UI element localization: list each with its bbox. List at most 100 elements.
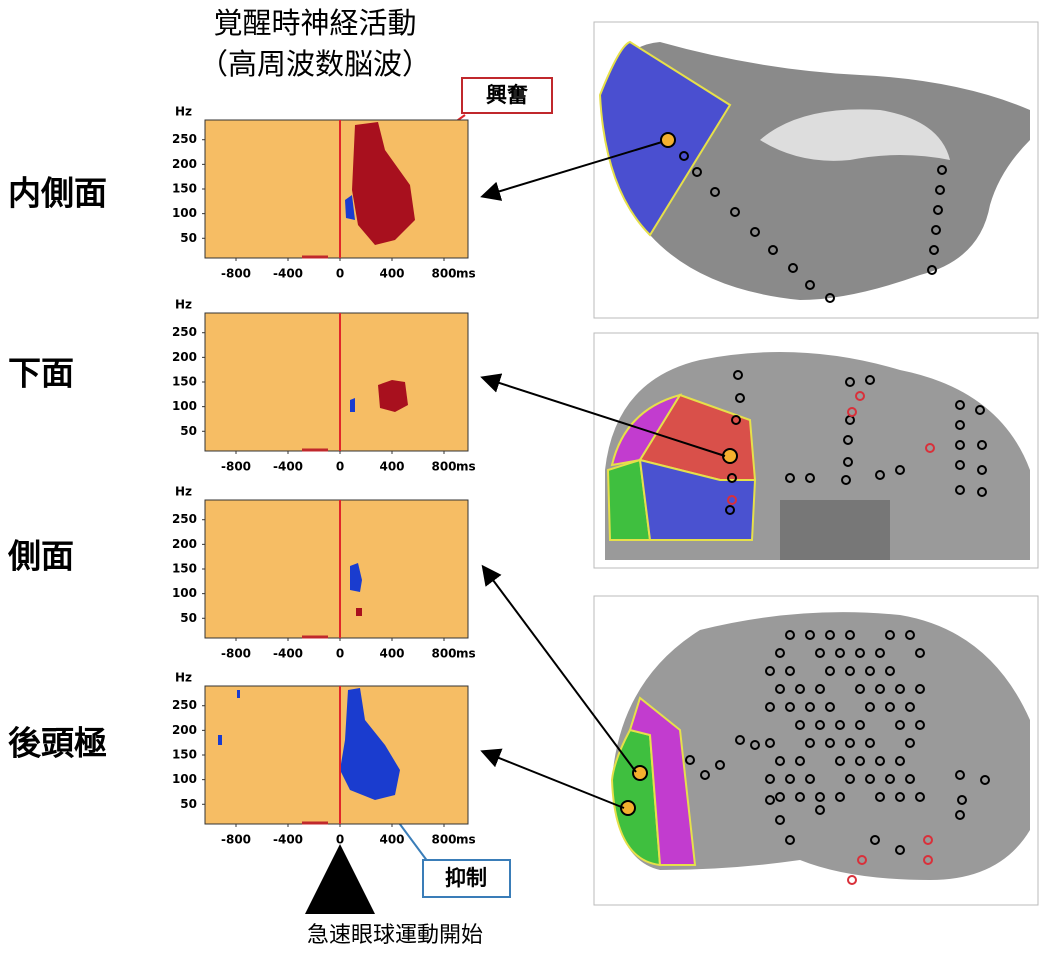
electrode <box>765 795 775 805</box>
y-unit: Hz <box>175 105 192 119</box>
electrode <box>805 473 815 483</box>
electrode <box>845 377 855 387</box>
electrode <box>843 457 853 467</box>
electrode <box>875 792 885 802</box>
x-tick-label: -800 <box>221 647 251 661</box>
activity-blob <box>378 380 408 412</box>
brain-medial <box>593 21 1039 319</box>
y-unit: Hz <box>175 671 192 685</box>
electrode <box>685 755 695 765</box>
electrode <box>727 473 737 483</box>
annotation-box <box>461 77 553 114</box>
electrode <box>815 648 825 658</box>
electrode <box>765 666 775 676</box>
electrode <box>825 293 835 303</box>
x-tick-label: -400 <box>273 647 303 661</box>
electrode <box>765 774 775 784</box>
annotation: 急速眼球運動開始 <box>307 923 483 948</box>
electrode <box>905 630 915 640</box>
electrode <box>923 855 933 865</box>
electrode <box>855 756 865 766</box>
x-tick-label: 0 <box>336 647 344 661</box>
electrode <box>955 770 965 780</box>
x-unit: ms <box>456 647 476 661</box>
electrode <box>931 225 941 235</box>
electrode <box>905 738 915 748</box>
spectrogram-panel: 側面 Hz 250 200 150 100 50 -800 -400 0 400 800 ms <box>7 485 476 661</box>
electrode <box>765 738 775 748</box>
spectrogram-panel: 後頭極 Hz 250 200 150 100 50 -800 -400 0 400 800 ms <box>8 671 476 847</box>
electrode <box>925 443 935 453</box>
electrode <box>895 792 905 802</box>
electrode <box>843 435 853 445</box>
y-tick-label: 50 <box>180 424 197 438</box>
electrode <box>865 774 875 784</box>
x-tick-label: 800 <box>431 460 456 474</box>
y-tick-label: 200 <box>172 350 197 364</box>
electrode <box>715 760 725 770</box>
electrode <box>805 774 815 784</box>
electrode <box>955 440 965 450</box>
x-tick-label: 800 <box>431 833 456 847</box>
electrode <box>825 738 835 748</box>
electrode <box>885 666 895 676</box>
spectrogram-panel: 下面 Hz 250 200 150 100 50 -800 -400 0 400 800 ms <box>8 298 476 474</box>
electrode <box>927 265 937 275</box>
x-tick-label: -800 <box>221 267 251 281</box>
y-tick-label: 200 <box>172 157 197 171</box>
x-tick-label: 0 <box>336 833 344 847</box>
electrode <box>775 684 785 694</box>
x-tick-label: -800 <box>221 460 251 474</box>
electrode <box>895 684 905 694</box>
electrode <box>875 648 885 658</box>
electrode <box>885 774 895 784</box>
y-tick-label: 200 <box>172 537 197 551</box>
activity-blob <box>218 735 222 745</box>
electrode <box>815 792 825 802</box>
electrode <box>865 702 875 712</box>
electrode <box>730 207 740 217</box>
electrode <box>885 630 895 640</box>
electrode <box>857 855 867 865</box>
electrode <box>975 405 985 415</box>
electrode <box>955 485 965 495</box>
electrode <box>847 875 857 885</box>
electrode <box>805 738 815 748</box>
y-tick-label: 150 <box>172 375 197 389</box>
y-tick-label: 250 <box>172 698 197 712</box>
electrode <box>788 263 798 273</box>
y-unit: Hz <box>175 485 192 499</box>
electrode <box>733 370 743 380</box>
electrode <box>750 227 760 237</box>
annotation-box <box>422 859 511 898</box>
row-label: 下面 <box>8 354 74 393</box>
electrode <box>785 630 795 640</box>
activity-blob <box>356 608 362 616</box>
electrode <box>865 666 875 676</box>
y-tick-label: 150 <box>172 182 197 196</box>
electrode <box>845 738 855 748</box>
y-tick-label: 200 <box>172 723 197 737</box>
electrode <box>845 630 855 640</box>
electrode <box>955 420 965 430</box>
y-tick-label: 100 <box>172 586 197 600</box>
x-unit: ms <box>456 267 476 281</box>
electrode <box>750 740 760 750</box>
electrode <box>805 630 815 640</box>
row-label: 後頭極 <box>8 724 107 763</box>
title-line: （高周波数脳波） <box>199 47 431 81</box>
x-tick-label: 400 <box>379 647 404 661</box>
plot-area <box>204 499 469 639</box>
annotation: 抑制 <box>445 866 487 890</box>
electrode <box>905 774 915 784</box>
y-tick-label: 100 <box>172 772 197 786</box>
y-unit: Hz <box>175 298 192 312</box>
y-tick-label: 50 <box>180 231 197 245</box>
y-tick-label: 150 <box>172 748 197 762</box>
electrode <box>865 738 875 748</box>
electrode <box>795 756 805 766</box>
x-tick-label: 800 <box>431 647 456 661</box>
plot-area <box>204 312 469 452</box>
electrode <box>785 666 795 676</box>
electrode <box>785 835 795 845</box>
